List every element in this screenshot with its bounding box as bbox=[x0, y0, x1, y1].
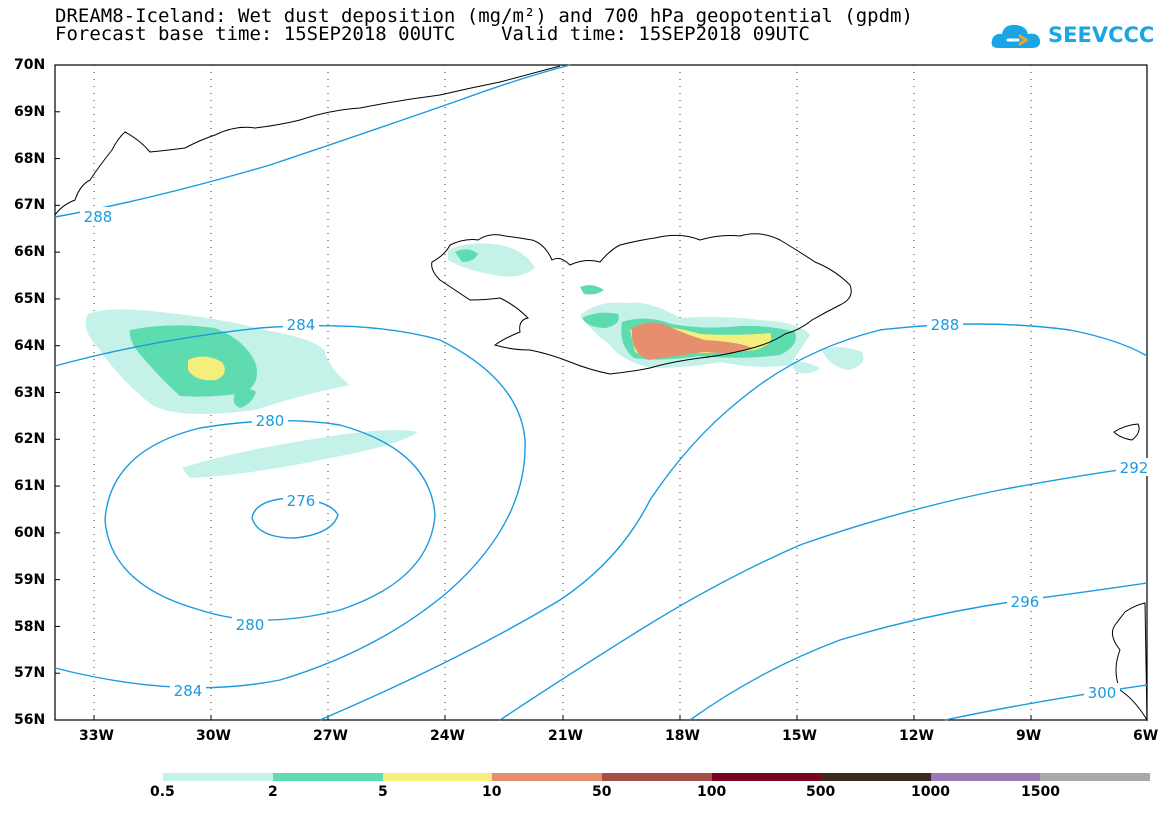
lon-label: 21W bbox=[548, 728, 583, 744]
dust-area-westfjords-medium bbox=[455, 249, 478, 262]
dust-area-iceland-peak bbox=[631, 322, 752, 360]
lat-label: 65N bbox=[14, 291, 46, 307]
lat-label: 69N bbox=[14, 104, 46, 120]
legend-label: 5 bbox=[378, 784, 388, 800]
contour-label-280-top: 280 bbox=[256, 412, 285, 430]
lat-label: 56N bbox=[14, 712, 46, 728]
contour-label-296: 296 bbox=[1011, 593, 1040, 611]
legend-swatch-9 bbox=[1040, 773, 1150, 781]
legend-label: 50 bbox=[592, 784, 612, 800]
lon-label: 18W bbox=[665, 728, 700, 744]
legend-swatch-3 bbox=[383, 773, 492, 781]
lat-label: 70N bbox=[14, 57, 46, 73]
contour-label-284-bottom: 284 bbox=[174, 682, 203, 700]
faroe-islands-coast bbox=[1113, 423, 1140, 441]
seevccc-logo: SEEVCCC bbox=[990, 18, 1154, 58]
contour-label-300: 300 bbox=[1088, 684, 1117, 702]
legend-swatch-1 bbox=[163, 773, 273, 781]
contour-276 bbox=[251, 497, 339, 539]
contour-labels: 288 284 280 276 280 284 288 292 296 300 bbox=[80, 207, 1148, 702]
dust-area-north bbox=[580, 285, 604, 295]
legend-swatch-5 bbox=[602, 773, 712, 781]
legend-label: 2 bbox=[268, 784, 278, 800]
lon-label: 30W bbox=[196, 728, 231, 744]
contour-label-284-top: 284 bbox=[287, 316, 316, 334]
coastlines bbox=[54, 65, 1148, 722]
graticule bbox=[55, 65, 1032, 720]
legend-swatch-7 bbox=[821, 773, 931, 781]
map-subtitle-times: Forecast base time: 15SEP2018 00UTC Vali… bbox=[55, 23, 810, 45]
lat-label: 61N bbox=[14, 478, 46, 494]
legend-label: 0.5 bbox=[150, 784, 175, 800]
logo-text: SEEVCCC bbox=[1048, 23, 1155, 47]
contour-label-292: 292 bbox=[1120, 459, 1149, 477]
legend-label: 1000 bbox=[911, 784, 950, 800]
lon-label: 15W bbox=[782, 728, 817, 744]
contour-label-280-bottom: 280 bbox=[236, 616, 265, 634]
lat-label: 67N bbox=[14, 197, 46, 213]
lat-label: 58N bbox=[14, 619, 46, 635]
lat-label: 60N bbox=[14, 525, 46, 541]
dust-deposition-areas bbox=[85, 243, 864, 478]
legend-swatch-6 bbox=[712, 773, 821, 781]
contour-288-east bbox=[319, 323, 1148, 721]
legend-colorbar bbox=[163, 773, 1150, 781]
contour-292 bbox=[499, 465, 1148, 721]
lon-label: 12W bbox=[899, 728, 934, 744]
contour-label-276: 276 bbox=[287, 492, 316, 510]
dust-area-west-medium-2 bbox=[233, 389, 256, 408]
contour-296 bbox=[689, 582, 1148, 721]
cloud-logo-icon bbox=[991, 24, 1041, 48]
dust-area-iceland-se bbox=[790, 361, 820, 374]
lon-label: 27W bbox=[313, 728, 348, 744]
legend-label: 10 bbox=[482, 784, 502, 800]
lon-label: 9W bbox=[1016, 728, 1042, 744]
lat-label: 62N bbox=[14, 431, 46, 447]
dust-area-iceland-medium-west bbox=[582, 312, 619, 328]
contour-280 bbox=[104, 419, 436, 621]
legend-label: 500 bbox=[806, 784, 836, 800]
dust-area-west-band bbox=[182, 430, 418, 478]
lat-label: 68N bbox=[14, 151, 46, 167]
dust-area-iceland-east bbox=[822, 346, 864, 370]
lon-label: 6W bbox=[1133, 728, 1159, 744]
contour-288-north bbox=[54, 64, 571, 218]
lat-label: 59N bbox=[14, 572, 46, 588]
legend-label: 100 bbox=[697, 784, 727, 800]
map-title: DREAM8-Iceland: Wet dust deposition (mg/… bbox=[55, 5, 913, 27]
contour-label-288-east: 288 bbox=[931, 316, 960, 334]
contour-label-288-north: 288 bbox=[84, 208, 113, 226]
contour-300 bbox=[944, 684, 1148, 721]
legend-swatch-8 bbox=[931, 773, 1040, 781]
greenland-coast bbox=[54, 65, 561, 216]
lat-label: 64N bbox=[14, 338, 46, 354]
dust-area-west-high bbox=[188, 356, 225, 381]
lat-label: 57N bbox=[14, 665, 46, 681]
lon-label: 33W bbox=[79, 728, 114, 744]
lon-label: 24W bbox=[430, 728, 465, 744]
legend-swatch-4 bbox=[492, 773, 602, 781]
iceland-coast bbox=[431, 233, 852, 375]
lat-label: 66N bbox=[14, 244, 46, 260]
geopotential-contours bbox=[54, 64, 1148, 721]
legend-swatch-2 bbox=[273, 773, 383, 781]
legend-label: 1500 bbox=[1021, 784, 1060, 800]
contour-284-central bbox=[54, 325, 526, 689]
lat-label: 63N bbox=[14, 385, 46, 401]
